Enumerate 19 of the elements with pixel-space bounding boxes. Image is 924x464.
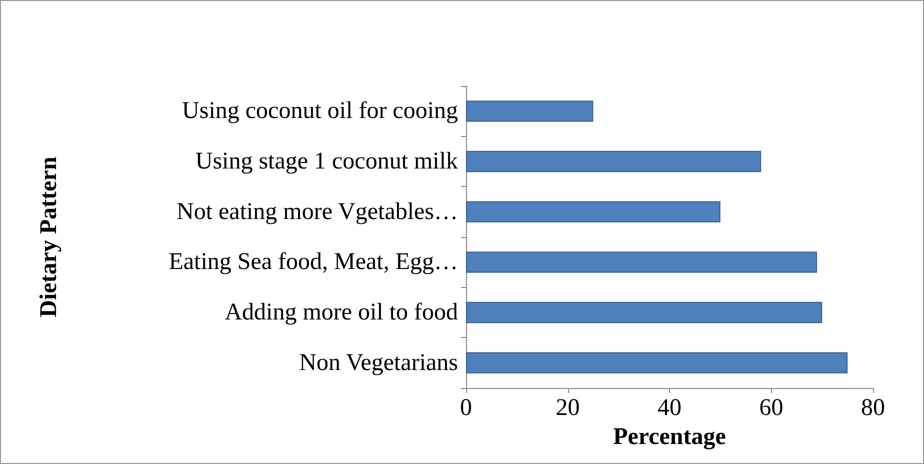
y-tick-label: Using stage 1 coconut milk [195, 148, 458, 174]
x-tick-label: 20 [556, 395, 580, 421]
bar [466, 252, 818, 273]
y-tick-label: Adding more oil to food [224, 300, 458, 326]
bar [466, 150, 762, 172]
bar [466, 352, 848, 374]
y-axis-title: Dietary Pattern [36, 156, 62, 318]
y-tick-label: Using coconut oil for cooing [182, 98, 458, 124]
x-tick-label: 80 [861, 395, 885, 421]
y-tick-label: Non Vegetarians [299, 350, 458, 376]
x-tick-label: 0 [460, 395, 472, 421]
x-tick-label: 60 [759, 395, 784, 421]
y-tick-label: Not eating more Vgetables… [176, 198, 458, 225]
bar [466, 302, 822, 324]
bar [466, 100, 594, 122]
bar [466, 201, 720, 222]
x-tick-label: 40 [658, 395, 682, 421]
x-axis-title: Percentage [613, 424, 726, 450]
y-tick-label: Eating Sea food, Meat, Egg… [168, 249, 458, 276]
